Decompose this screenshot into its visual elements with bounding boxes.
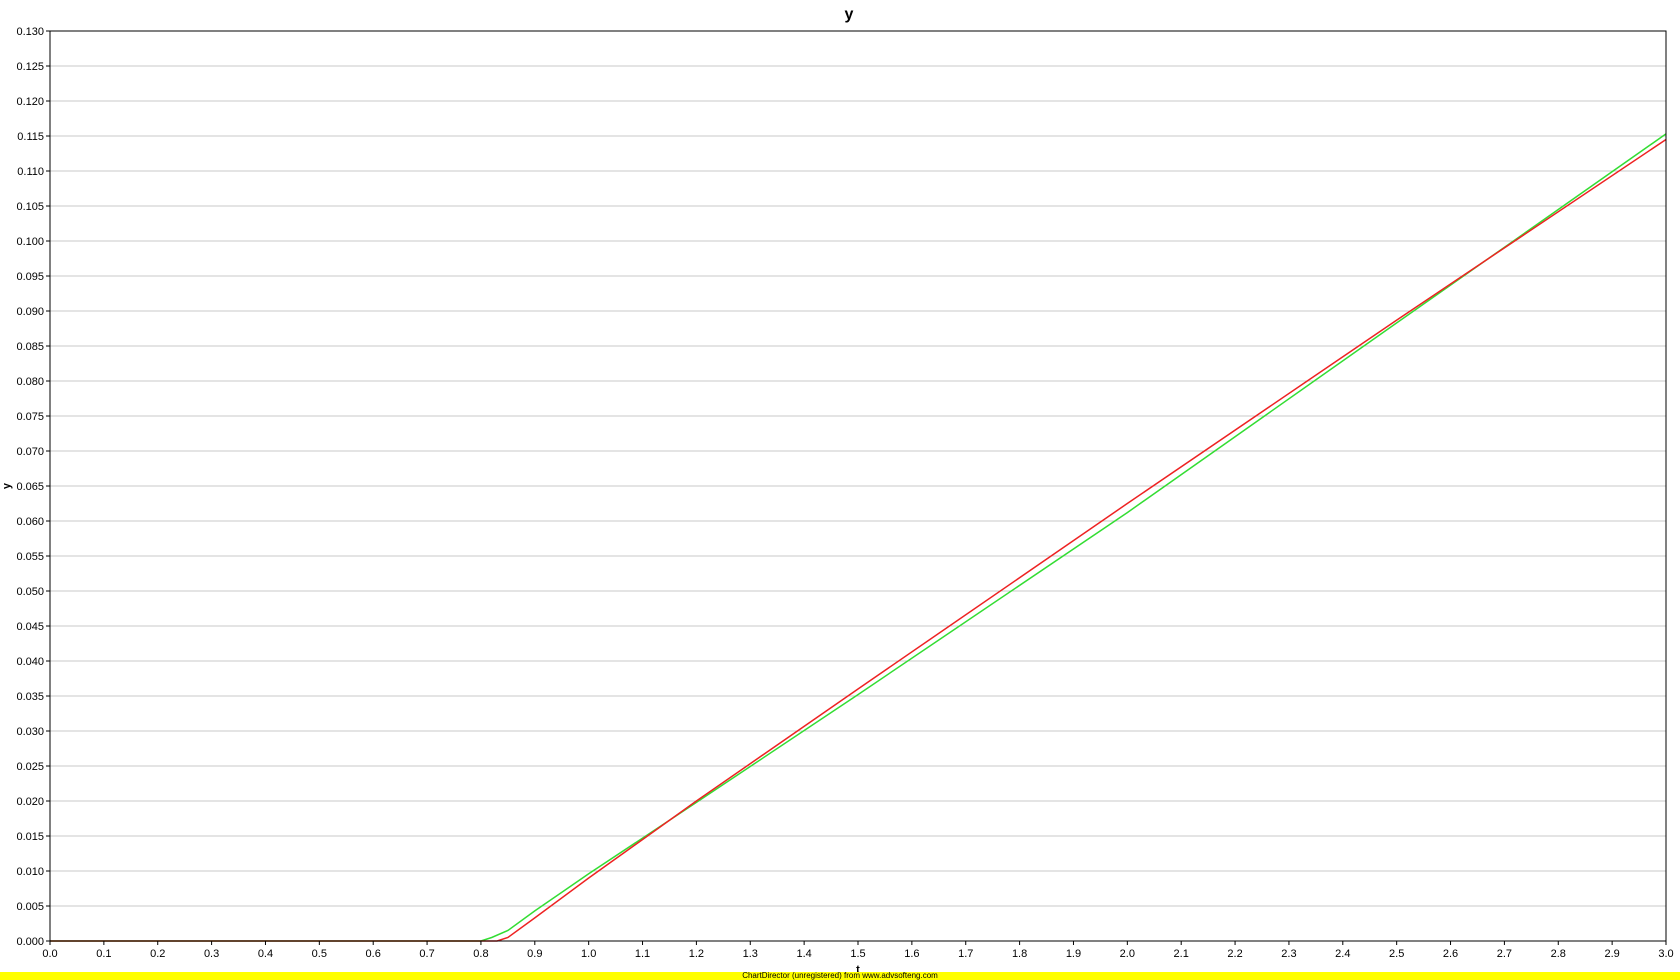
- x-tick-label: 1.3: [743, 948, 758, 960]
- x-tick-label: 1.2: [689, 948, 704, 960]
- x-tick-label: 2.4: [1335, 948, 1350, 960]
- x-tick-label: 3.0: [1658, 948, 1673, 960]
- y-tick-label: 0.000: [16, 936, 44, 948]
- y-tick-label: 0.065: [16, 481, 44, 493]
- y-tick-label: 0.040: [16, 656, 44, 668]
- series-line-2: [50, 138, 1667, 942]
- x-tick-label: 0.2: [150, 948, 165, 960]
- x-tick-label: 0.5: [312, 948, 327, 960]
- x-tick-label: 0.4: [258, 948, 273, 960]
- y-tick-label: 0.015: [16, 831, 44, 843]
- x-tick-label: 0.7: [419, 948, 434, 960]
- y-tick-label: 0.075: [16, 411, 44, 423]
- y-tick-label: 0.050: [16, 586, 44, 598]
- x-tick-label: 2.5: [1389, 948, 1404, 960]
- x-tick-label: 1.0: [581, 948, 596, 960]
- x-tick-label: 2.2: [1227, 948, 1242, 960]
- x-tick-label: 1.4: [796, 948, 811, 960]
- series-lines: [50, 133, 1667, 942]
- x-tick-label: 1.6: [904, 948, 919, 960]
- x-tick-label: 2.3: [1281, 948, 1296, 960]
- watermark-text: ChartDirector (unregistered) from www.ad…: [742, 971, 938, 980]
- series-line-1: [50, 133, 1667, 942]
- watermark-bar: [0, 972, 1680, 980]
- y-tick-label: 0.055: [16, 551, 44, 563]
- x-tick-label: 0.6: [366, 948, 381, 960]
- x-tick-label: 2.6: [1443, 948, 1458, 960]
- y-tick-label: 0.100: [16, 236, 44, 248]
- x-tick-label: 2.8: [1551, 948, 1566, 960]
- y-tick-label: 0.010: [16, 866, 44, 878]
- y-tick-label: 0.070: [16, 446, 44, 458]
- y-tick-label: 0.120: [16, 96, 44, 108]
- x-axis-label: t: [856, 964, 860, 972]
- x-tick-label: 0.9: [527, 948, 542, 960]
- x-tick-label: 0.0: [42, 948, 57, 960]
- y-tick-label: 0.005: [16, 901, 44, 913]
- y-axis-label: y: [1, 482, 13, 489]
- y-tick-label: 0.045: [16, 621, 44, 633]
- y-tick-label: 0.080: [16, 376, 44, 388]
- x-tick-label: 2.7: [1497, 948, 1512, 960]
- x-tick-label: 2.1: [1174, 948, 1189, 960]
- x-tick-label: 1.8: [1012, 948, 1027, 960]
- y-tick-label: 0.060: [16, 516, 44, 528]
- x-tick-label: 0.3: [204, 948, 219, 960]
- y-tick-label: 0.025: [16, 761, 44, 773]
- y-tick-label: 0.110: [17, 166, 44, 178]
- y-tick-label: 0.030: [16, 726, 44, 738]
- y-tick-label: 0.130: [16, 26, 44, 38]
- y-tick-label: 0.035: [16, 691, 44, 703]
- grid-lines: [50, 30, 1666, 942]
- y-axis-ticks: 0.000 0.005 0.010 0.015 0.020 0.025 0.030 0.035…: [16, 26, 50, 948]
- x-tick-label: 2.9: [1604, 948, 1619, 960]
- x-tick-label: 0.1: [96, 948, 111, 960]
- y-tick-label: 0.115: [17, 131, 44, 143]
- chart-title: y: [845, 6, 854, 23]
- y-tick-label: 0.090: [16, 306, 44, 318]
- x-tick-label: 1.1: [635, 948, 650, 960]
- y-tick-label: 0.105: [16, 201, 44, 213]
- y-tick-label: 0.095: [16, 271, 44, 283]
- y-tick-label: 0.085: [16, 341, 44, 353]
- y-tick-label: 0.020: [16, 796, 44, 808]
- x-tick-label: 0.8: [473, 948, 488, 960]
- x-axis-ticks: 0.0 0.1 0.2 0.3 0.4 0.5 0.6 0.7 0.8 0.9 1.0 1.1 1.2 1…: [42, 941, 1674, 960]
- x-tick-label: 1.7: [958, 948, 973, 960]
- x-tick-label: 2.0: [1120, 948, 1135, 960]
- x-tick-label: 1.5: [850, 948, 865, 960]
- x-tick-label: 1.9: [1066, 948, 1081, 960]
- y-tick-label: 0.125: [16, 61, 44, 73]
